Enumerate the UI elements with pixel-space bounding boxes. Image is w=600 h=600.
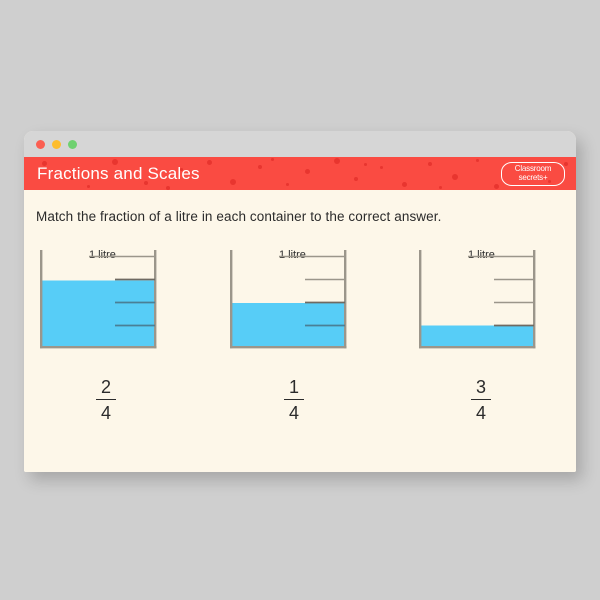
close-window-button[interactable] (36, 139, 45, 149)
answer-option-2[interactable]: 1 4 (264, 376, 324, 424)
answer-3-denominator: 4 (475, 403, 486, 424)
container-2-graphic (229, 250, 347, 349)
classroom-secrets-logo: Classroom secrets+ (501, 161, 565, 186)
container-1-water (41, 280, 156, 348)
brand-name-line-2: secrets+ (518, 173, 548, 182)
answer-2-fraction-bar (284, 399, 304, 401)
answer-2-denominator: 4 (288, 403, 299, 424)
answer-option-3[interactable]: 3 4 (451, 376, 511, 424)
answer-1-denominator: 4 (100, 403, 111, 424)
container-2-scale-label: 1 litre (279, 249, 306, 261)
answer-3-numerator: 3 (475, 377, 486, 397)
lesson-window: Fractions and Scales Classroom secrets+ … (24, 131, 576, 472)
container-3[interactable]: 1 litre (416, 245, 556, 357)
container-3-water (420, 325, 535, 348)
answer-3-fraction-bar (471, 399, 491, 401)
brand-name-line-1: Classroom (514, 164, 552, 173)
window-title-bar (24, 131, 576, 157)
container-1-scale-label: 1 litre (89, 249, 116, 261)
answers-row: 2 4 1 4 3 4 (24, 376, 576, 446)
answer-2-numerator: 1 (288, 377, 299, 397)
answer-1-fraction-bar (96, 399, 116, 401)
containers-row: 1 litre (24, 245, 576, 360)
answer-option-1[interactable]: 2 4 (76, 376, 136, 424)
lesson-body: Match the fraction of a litre in each co… (24, 190, 576, 472)
page-title: Fractions and Scales (37, 163, 200, 183)
maximize-window-button[interactable] (68, 139, 77, 149)
container-1-graphic (39, 250, 157, 349)
container-3-scale-label: 1 litre (468, 249, 495, 261)
instruction-text: Match the fraction of a litre in each co… (36, 209, 442, 224)
container-2[interactable]: 1 litre (227, 245, 367, 357)
minimize-window-button[interactable] (52, 139, 61, 149)
answer-1-numerator: 2 (100, 377, 111, 397)
container-1[interactable]: 1 litre (37, 245, 177, 357)
container-3-graphic (418, 250, 536, 349)
lesson-header-band: Fractions and Scales Classroom secrets+ (24, 157, 576, 190)
